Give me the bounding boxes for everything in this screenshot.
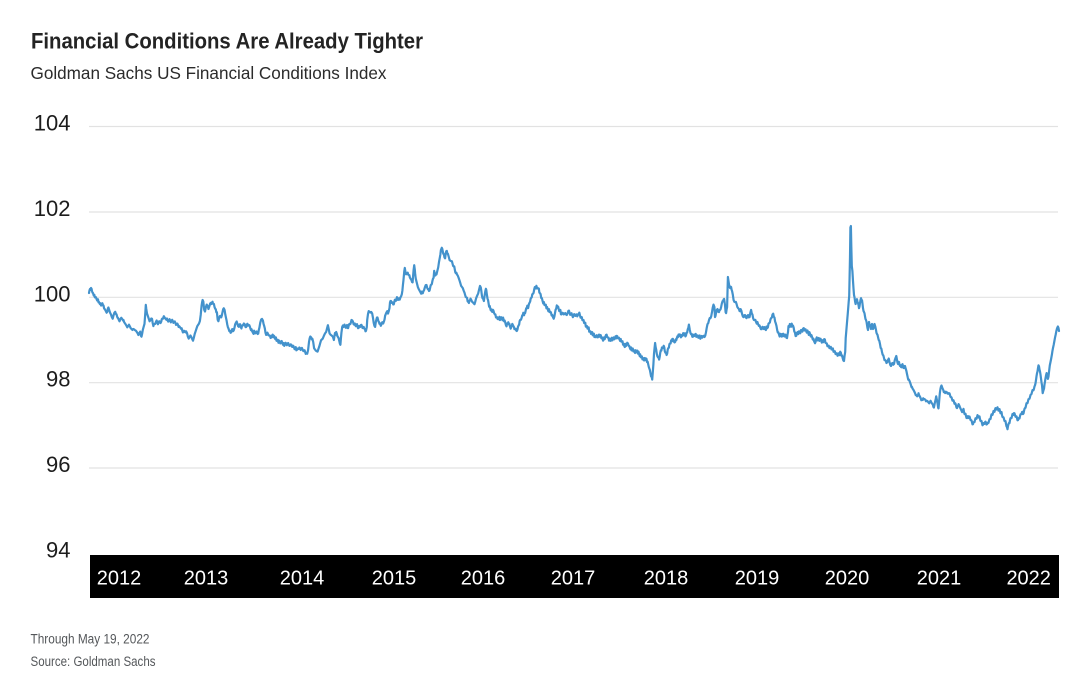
svg-text:2013: 2013 bbox=[184, 568, 229, 590]
svg-text:96: 96 bbox=[46, 452, 70, 477]
svg-text:2019: 2019 bbox=[735, 568, 780, 590]
svg-text:Goldman Sachs US Financial Con: Goldman Sachs US Financial Conditions In… bbox=[31, 63, 387, 83]
svg-text:2022: 2022 bbox=[1006, 568, 1051, 590]
svg-text:98: 98 bbox=[46, 367, 70, 392]
svg-text:2015: 2015 bbox=[372, 568, 417, 590]
svg-text:Financial Conditions Are Alrea: Financial Conditions Are Already Tighter bbox=[31, 29, 423, 54]
svg-text:Through May 19, 2022: Through May 19, 2022 bbox=[31, 631, 150, 646]
svg-text:2014: 2014 bbox=[280, 568, 325, 590]
svg-text:2017: 2017 bbox=[551, 568, 596, 590]
svg-text:100: 100 bbox=[34, 281, 71, 306]
svg-text:104: 104 bbox=[34, 111, 71, 136]
svg-text:2020: 2020 bbox=[825, 568, 870, 590]
svg-text:2012: 2012 bbox=[97, 568, 142, 590]
svg-text:2018: 2018 bbox=[644, 568, 689, 590]
svg-text:2021: 2021 bbox=[917, 568, 962, 590]
svg-text:102: 102 bbox=[34, 196, 71, 221]
svg-text:2016: 2016 bbox=[461, 568, 506, 590]
svg-text:Source: Goldman Sachs: Source: Goldman Sachs bbox=[31, 654, 156, 669]
svg-text:94: 94 bbox=[46, 538, 70, 563]
